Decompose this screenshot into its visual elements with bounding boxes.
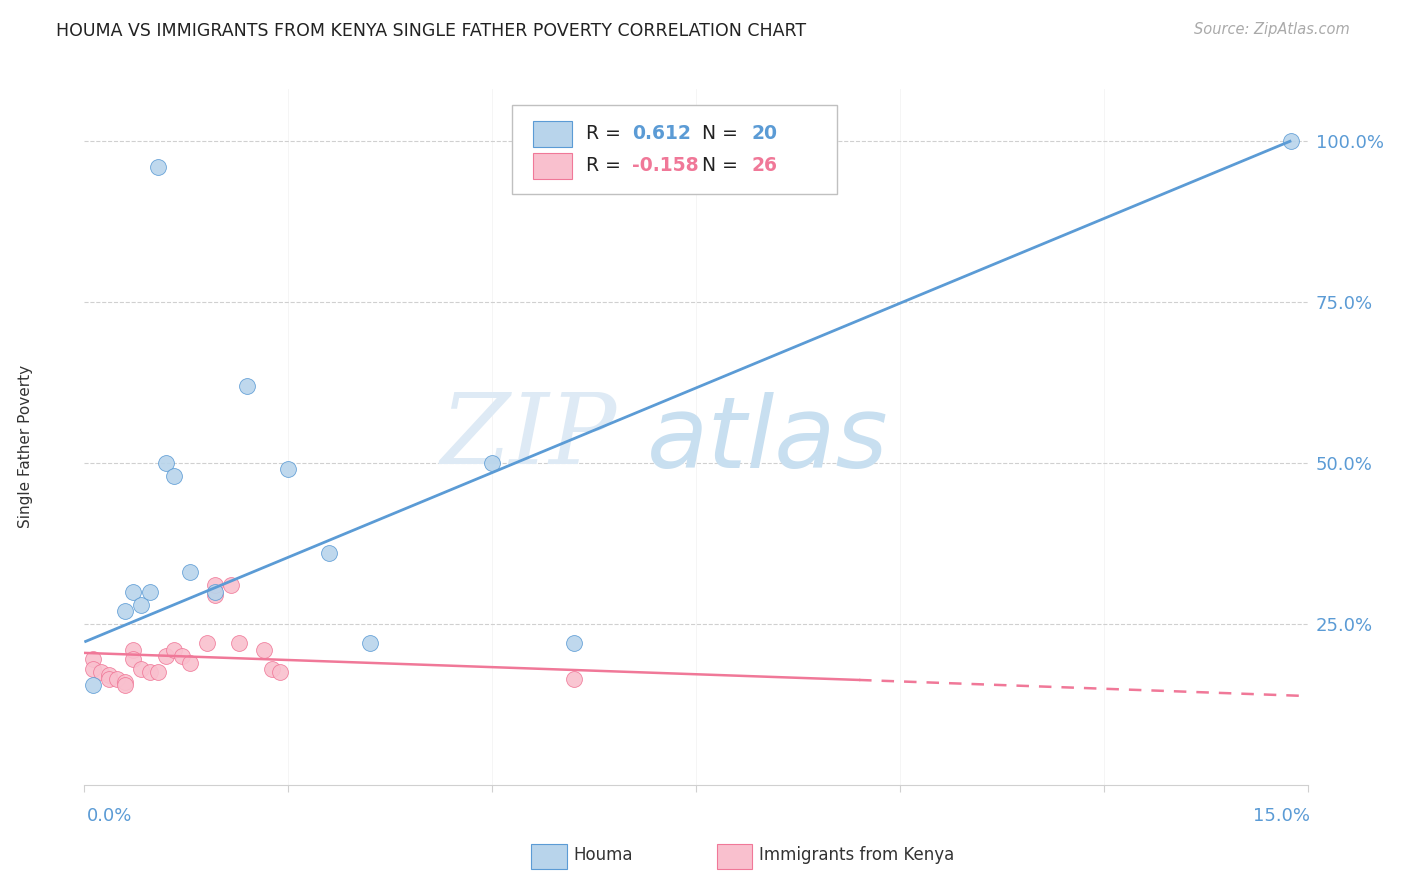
Point <box>163 642 186 657</box>
Point <box>122 584 145 599</box>
Point <box>219 578 242 592</box>
Point <box>138 665 160 680</box>
Point <box>155 456 177 470</box>
Point <box>359 636 381 650</box>
Text: 0.0%: 0.0% <box>87 807 132 825</box>
Point <box>97 672 120 686</box>
Point <box>82 652 104 666</box>
Point <box>82 662 104 676</box>
Point <box>82 678 104 692</box>
FancyBboxPatch shape <box>533 153 572 179</box>
Point <box>172 649 194 664</box>
Point <box>481 456 503 470</box>
Point <box>155 649 177 664</box>
Point <box>146 665 169 680</box>
Text: 15.0%: 15.0% <box>1253 807 1310 825</box>
Point <box>562 672 585 686</box>
Point <box>228 636 250 650</box>
Point <box>179 656 201 670</box>
Point <box>253 642 276 657</box>
Point <box>114 604 136 618</box>
Point <box>236 378 259 392</box>
Point <box>204 584 226 599</box>
FancyBboxPatch shape <box>533 120 572 147</box>
Point <box>97 668 120 682</box>
Point <box>131 598 153 612</box>
Point <box>163 468 186 483</box>
Point <box>318 546 340 560</box>
Point <box>105 672 128 686</box>
Point <box>114 678 136 692</box>
Point <box>146 160 169 174</box>
Point <box>179 566 201 580</box>
Point <box>114 674 136 689</box>
Text: R =: R = <box>586 155 627 175</box>
Point <box>195 636 218 650</box>
Text: N =: N = <box>690 123 744 143</box>
Text: N =: N = <box>702 155 744 175</box>
Point <box>131 662 153 676</box>
Text: 20: 20 <box>751 123 778 143</box>
Point <box>1279 134 1302 148</box>
Point <box>277 462 299 476</box>
FancyBboxPatch shape <box>513 104 837 194</box>
Text: 26: 26 <box>751 155 778 175</box>
Text: 0.612: 0.612 <box>633 123 692 143</box>
Text: Source: ZipAtlas.com: Source: ZipAtlas.com <box>1194 22 1350 37</box>
Text: Houma: Houma <box>574 847 633 864</box>
Text: HOUMA VS IMMIGRANTS FROM KENYA SINGLE FATHER POVERTY CORRELATION CHART: HOUMA VS IMMIGRANTS FROM KENYA SINGLE FA… <box>56 22 807 40</box>
Text: R =: R = <box>586 123 627 143</box>
Point <box>204 578 226 592</box>
Point <box>122 642 145 657</box>
Point <box>204 588 226 602</box>
Point <box>90 665 112 680</box>
Point <box>138 584 160 599</box>
Point <box>260 662 283 676</box>
Text: ZIP: ZIP <box>440 390 616 484</box>
Text: Immigrants from Kenya: Immigrants from Kenya <box>759 847 955 864</box>
Text: -0.158: -0.158 <box>633 155 699 175</box>
Point <box>562 636 585 650</box>
Text: Single Father Poverty: Single Father Poverty <box>18 365 32 527</box>
Point <box>269 665 291 680</box>
Point <box>122 652 145 666</box>
Text: atlas: atlas <box>647 392 889 489</box>
